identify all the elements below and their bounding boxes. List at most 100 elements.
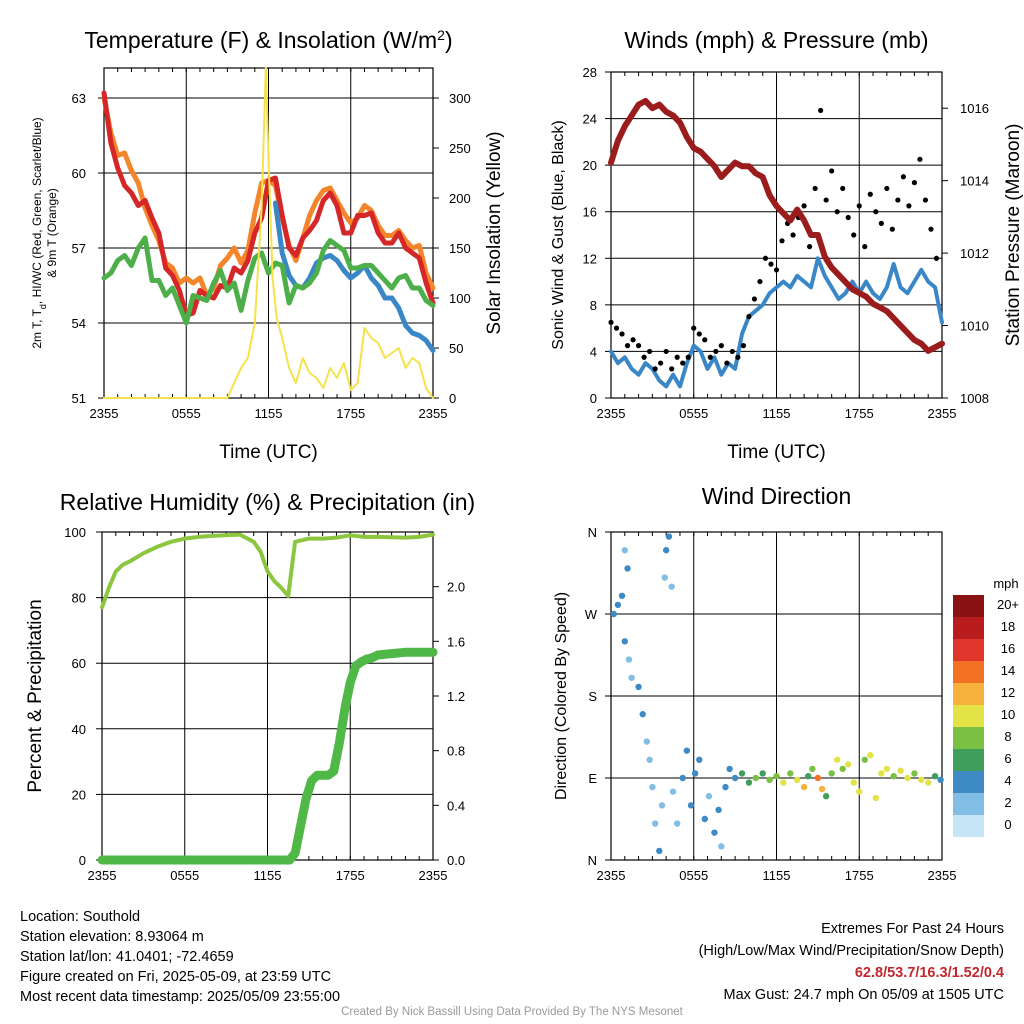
direction-point (711, 829, 718, 836)
direction-point (787, 770, 794, 777)
legend-label: 8 (1004, 729, 1011, 744)
gust-point (878, 220, 884, 226)
gust-point (906, 203, 912, 209)
direction-point (793, 776, 801, 784)
x-tick-label: 1155 (763, 406, 791, 421)
x-tick-label: 1755 (336, 406, 365, 421)
y2-tick-label: 250 (449, 141, 471, 156)
y2-tick-label: 150 (449, 241, 471, 256)
legend-swatch (953, 793, 984, 815)
gust-point (812, 185, 818, 192)
x-tick-label: 1155 (255, 406, 283, 421)
direction-point (715, 806, 722, 814)
direction-point (658, 802, 666, 809)
direction-point (766, 776, 773, 784)
y-tick-label: E (588, 771, 597, 786)
gust-point (680, 360, 686, 366)
direction-point (656, 847, 663, 855)
y2-tick-label: 2.0 (447, 580, 465, 595)
x-tick-label: 0555 (679, 868, 708, 883)
y2-tick-label: 100 (449, 291, 471, 306)
gust-point (922, 197, 929, 203)
x-tick-label: 2355 (419, 868, 448, 883)
direction-point (726, 765, 733, 773)
direction-point (800, 783, 808, 791)
series-line-blue (609, 256, 944, 389)
timestamp-text: Most recent data timestamp: 2025/05/09 2… (20, 989, 341, 1005)
title-suffix: ) (445, 27, 453, 53)
direction-point (828, 770, 835, 777)
direction-point (696, 756, 703, 763)
y-tick-label: 57 (72, 241, 86, 256)
direction-point (867, 752, 874, 759)
gust-point (845, 214, 851, 221)
y2-tick-label: 0.0 (447, 853, 465, 868)
y-tick-label: W (585, 607, 598, 622)
direction-point (661, 574, 668, 581)
gust-point (834, 209, 840, 215)
gust-point (884, 185, 890, 192)
chart-title: Temperature (F) & Insolation (W/m2) (84, 27, 452, 53)
x-tick-label: 1155 (254, 868, 282, 883)
gust-point (933, 255, 940, 261)
direction-point (669, 788, 677, 795)
x-tick-label: 0555 (172, 406, 201, 421)
y2-tick-label: 200 (449, 191, 471, 206)
legend-swatch (953, 727, 984, 749)
y-axis-label: Direction (Colored By Speed) (553, 592, 570, 800)
legend-label: 16 (1001, 641, 1015, 656)
elevation-text: Station elevation: 8.93064 m (20, 929, 204, 945)
gust-point (624, 343, 631, 349)
y2-tick-label: 1016 (960, 101, 989, 116)
x-tick-label: 1755 (845, 406, 874, 421)
y-tick-label: 20 (583, 158, 597, 173)
gust-point (740, 343, 747, 349)
y2-tick-label: 1012 (960, 246, 989, 261)
direction-point (911, 770, 918, 777)
direction-point (773, 772, 780, 780)
gust-point (900, 174, 906, 180)
y2-tick-label: 1008 (960, 391, 989, 406)
gust-point (751, 296, 758, 302)
direction-point (839, 765, 846, 773)
direction-point (679, 774, 686, 782)
direction-point (738, 770, 746, 777)
gust-point (862, 244, 868, 250)
direction-point (722, 783, 729, 791)
y-tick-label: N (588, 853, 597, 868)
direction-point (814, 774, 822, 782)
legend-label: 4 (1004, 773, 1011, 788)
y-tick-label: 60 (72, 166, 86, 181)
gust-point (630, 337, 636, 343)
gust-point (818, 107, 824, 114)
gust-point (647, 348, 653, 355)
series-line-light_green (100, 532, 435, 610)
direction-point (628, 674, 635, 681)
gust-point (608, 319, 614, 325)
direction-point (668, 583, 675, 590)
title-superscript: 2 (437, 27, 445, 43)
y-axis-label: Percent & Precipitation (25, 599, 46, 792)
y-tick-label: 28 (583, 65, 597, 80)
series-line-yellow (103, 67, 434, 399)
y-tick-label: 60 (72, 656, 86, 671)
y-tick-label: 100 (64, 525, 86, 540)
gust-point (658, 360, 664, 366)
x-tick-label: 2355 (928, 868, 957, 883)
x-axis-label: Time (UTC) (727, 442, 826, 463)
x-tick-label: 1155 (763, 868, 791, 883)
gust-point (928, 226, 934, 232)
direction-point (674, 820, 681, 827)
gust-point (718, 343, 724, 349)
gust-point (917, 156, 923, 162)
direction-point (833, 756, 841, 763)
direction-point (845, 761, 852, 768)
latlon-text: Station lat/lon: 41.0401; -72.4659 (20, 949, 234, 965)
gust-point (801, 203, 807, 209)
y-tick-label: 80 (72, 591, 86, 606)
direction-point (665, 533, 673, 540)
x-tick-label: 1755 (336, 868, 365, 883)
legend-swatch (953, 617, 984, 639)
direction-point (718, 843, 725, 850)
